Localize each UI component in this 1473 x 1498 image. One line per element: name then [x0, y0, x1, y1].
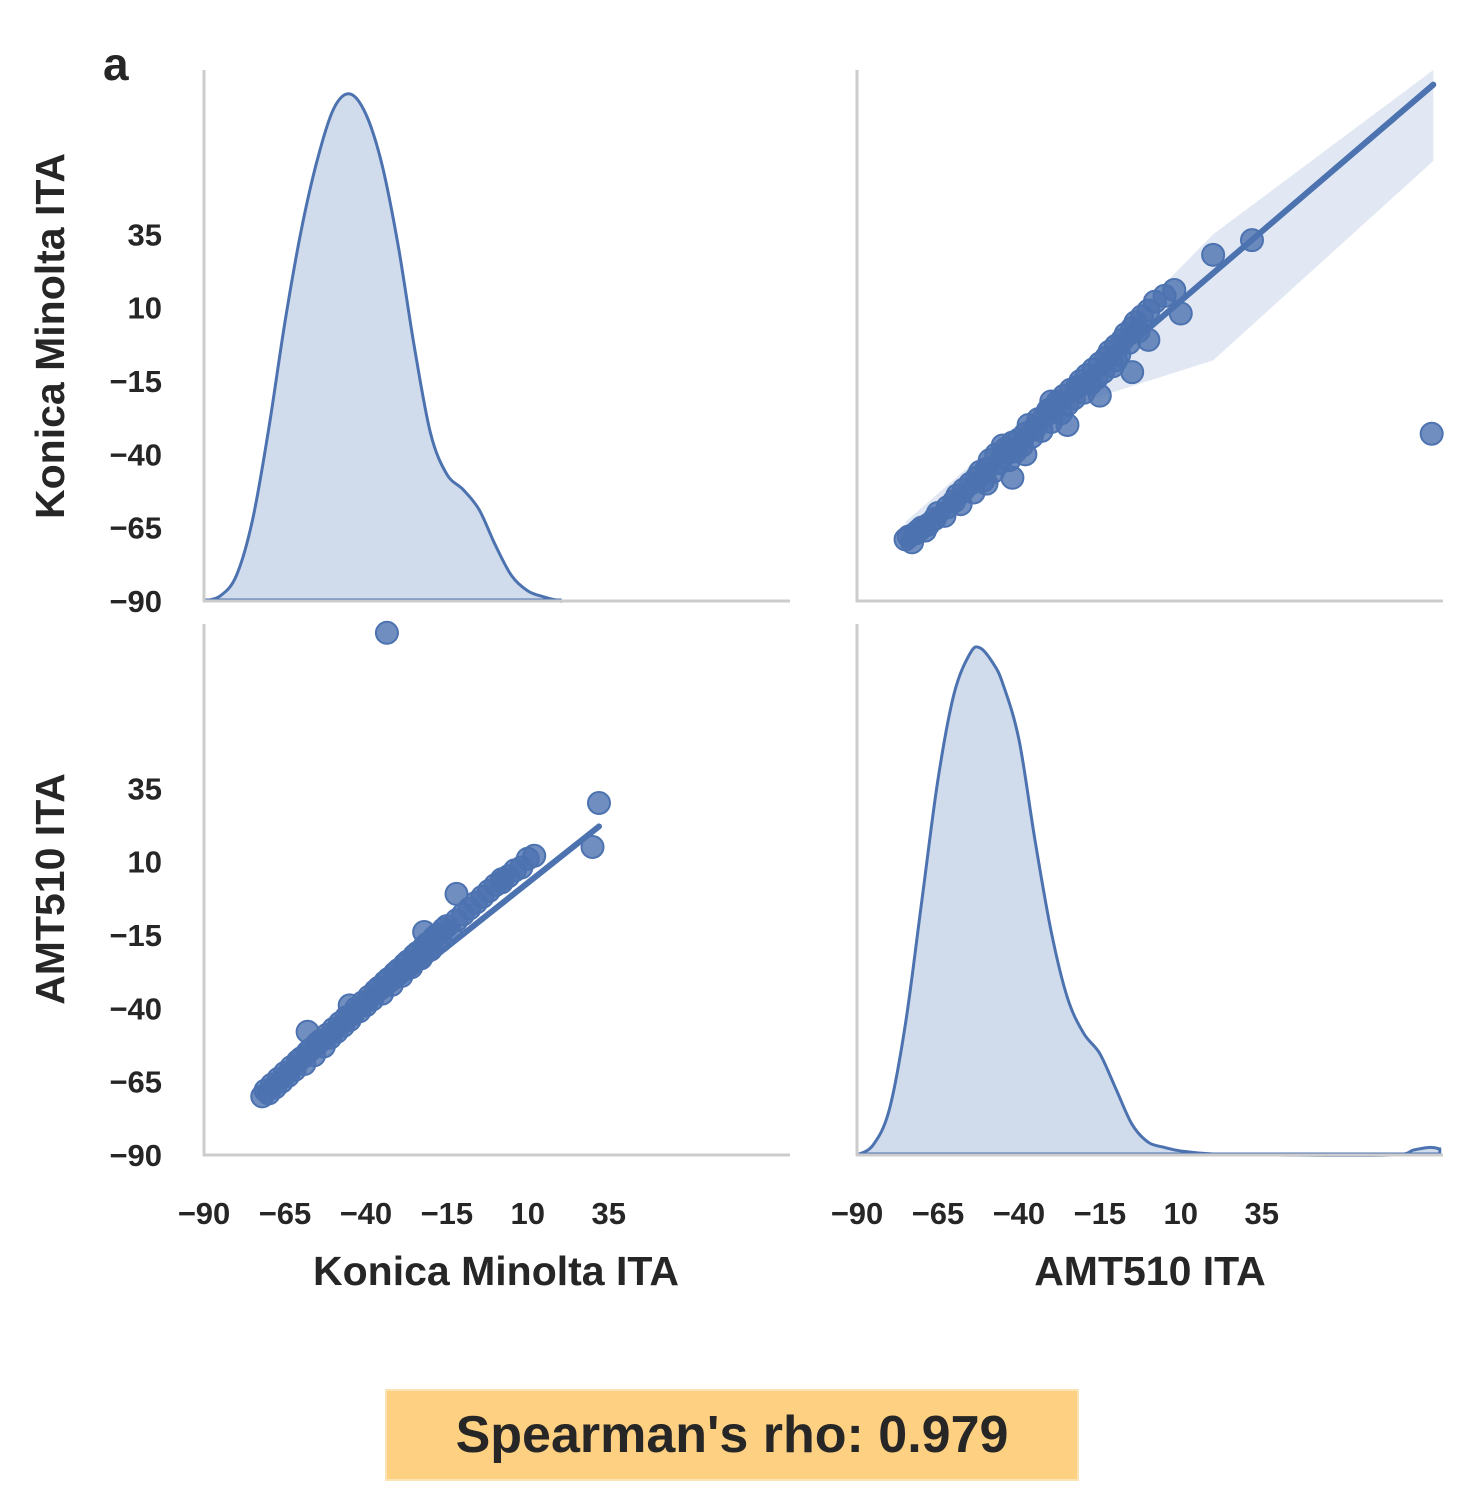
data-point: [412, 920, 437, 945]
y-tick-label: 35: [128, 217, 162, 252]
data-point: [1419, 421, 1444, 446]
panel-letter: a: [103, 38, 129, 90]
x-tick-label: −15: [421, 1196, 474, 1231]
data-point: [974, 471, 999, 496]
y-tick-label: −65: [109, 1065, 162, 1100]
x-tick-label: 10: [511, 1196, 545, 1231]
regression-line: [259, 823, 602, 1097]
x-axis-label-col1: Konica Minolta ITA: [313, 1248, 679, 1294]
data-point: [337, 993, 362, 1018]
x-tick-label: 10: [1164, 1196, 1198, 1231]
data-point: [1055, 412, 1080, 437]
regression-line: [902, 81, 1437, 540]
y-tick-label: −40: [109, 437, 162, 472]
y-tick-label: 35: [128, 771, 162, 806]
y-tick-label: −15: [109, 364, 162, 399]
kde-fill: [204, 93, 561, 601]
data-point: [522, 843, 547, 868]
data-point: [1120, 360, 1145, 385]
spearman-annotation: Spearman's rho: 0.979: [385, 1389, 1079, 1481]
x-tick-label: −90: [178, 1196, 231, 1231]
data-point: [580, 834, 605, 859]
data-point: [1000, 465, 1025, 490]
x-tick-label: −40: [993, 1196, 1046, 1231]
y-axis-label-row1: Konica Minolta ITA: [27, 153, 73, 519]
data-point: [1201, 242, 1226, 267]
kde-konica-panel: [202, 70, 790, 603]
data-point: [1013, 442, 1038, 467]
x-tick-label: −90: [831, 1196, 884, 1231]
y-ticks-row2: −90 −65 −40 −15 10 35: [109, 771, 162, 1173]
y-tick-label: −15: [109, 918, 162, 953]
kde-fill: [857, 646, 1440, 1156]
x-ticks-col1: −90 −65 −40 −15 10 35: [178, 1196, 626, 1231]
data-point: [1162, 278, 1187, 303]
y-axis-label-row2: AMT510 ITA: [27, 773, 73, 1005]
kde-amt-panel: [855, 624, 1443, 1157]
x-tick-label: 35: [591, 1196, 625, 1231]
x-tick-label: −65: [259, 1196, 312, 1231]
y-tick-label: −90: [109, 584, 162, 619]
x-tick-label: −15: [1074, 1196, 1127, 1231]
x-ticks-col2: −90 −65 −40 −15 10 35: [831, 1196, 1279, 1231]
y-tick-label: −90: [109, 1138, 162, 1173]
kde-line: [203, 92, 562, 603]
y-tick-label: −65: [109, 511, 162, 546]
data-point: [1087, 383, 1112, 408]
y-tick-label: 10: [128, 845, 162, 880]
scatter-amt-vs-konica-panel: [855, 70, 1444, 603]
data-point: [374, 620, 399, 645]
y-tick-label: −40: [109, 991, 162, 1026]
y-tick-label: 10: [128, 291, 162, 326]
data-point: [586, 790, 611, 815]
data-point: [295, 1019, 320, 1044]
x-tick-label: −40: [340, 1196, 393, 1231]
data-point: [489, 867, 514, 892]
y-ticks-row1: −90 −65 −40 −15 10 35: [109, 217, 162, 619]
x-axis-label-col2: AMT510 ITA: [1034, 1248, 1266, 1294]
x-tick-label: 35: [1244, 1196, 1278, 1231]
scatter-konica-vs-amt-panel: [202, 620, 790, 1157]
x-tick-label: −65: [912, 1196, 965, 1231]
data-point: [444, 881, 469, 906]
